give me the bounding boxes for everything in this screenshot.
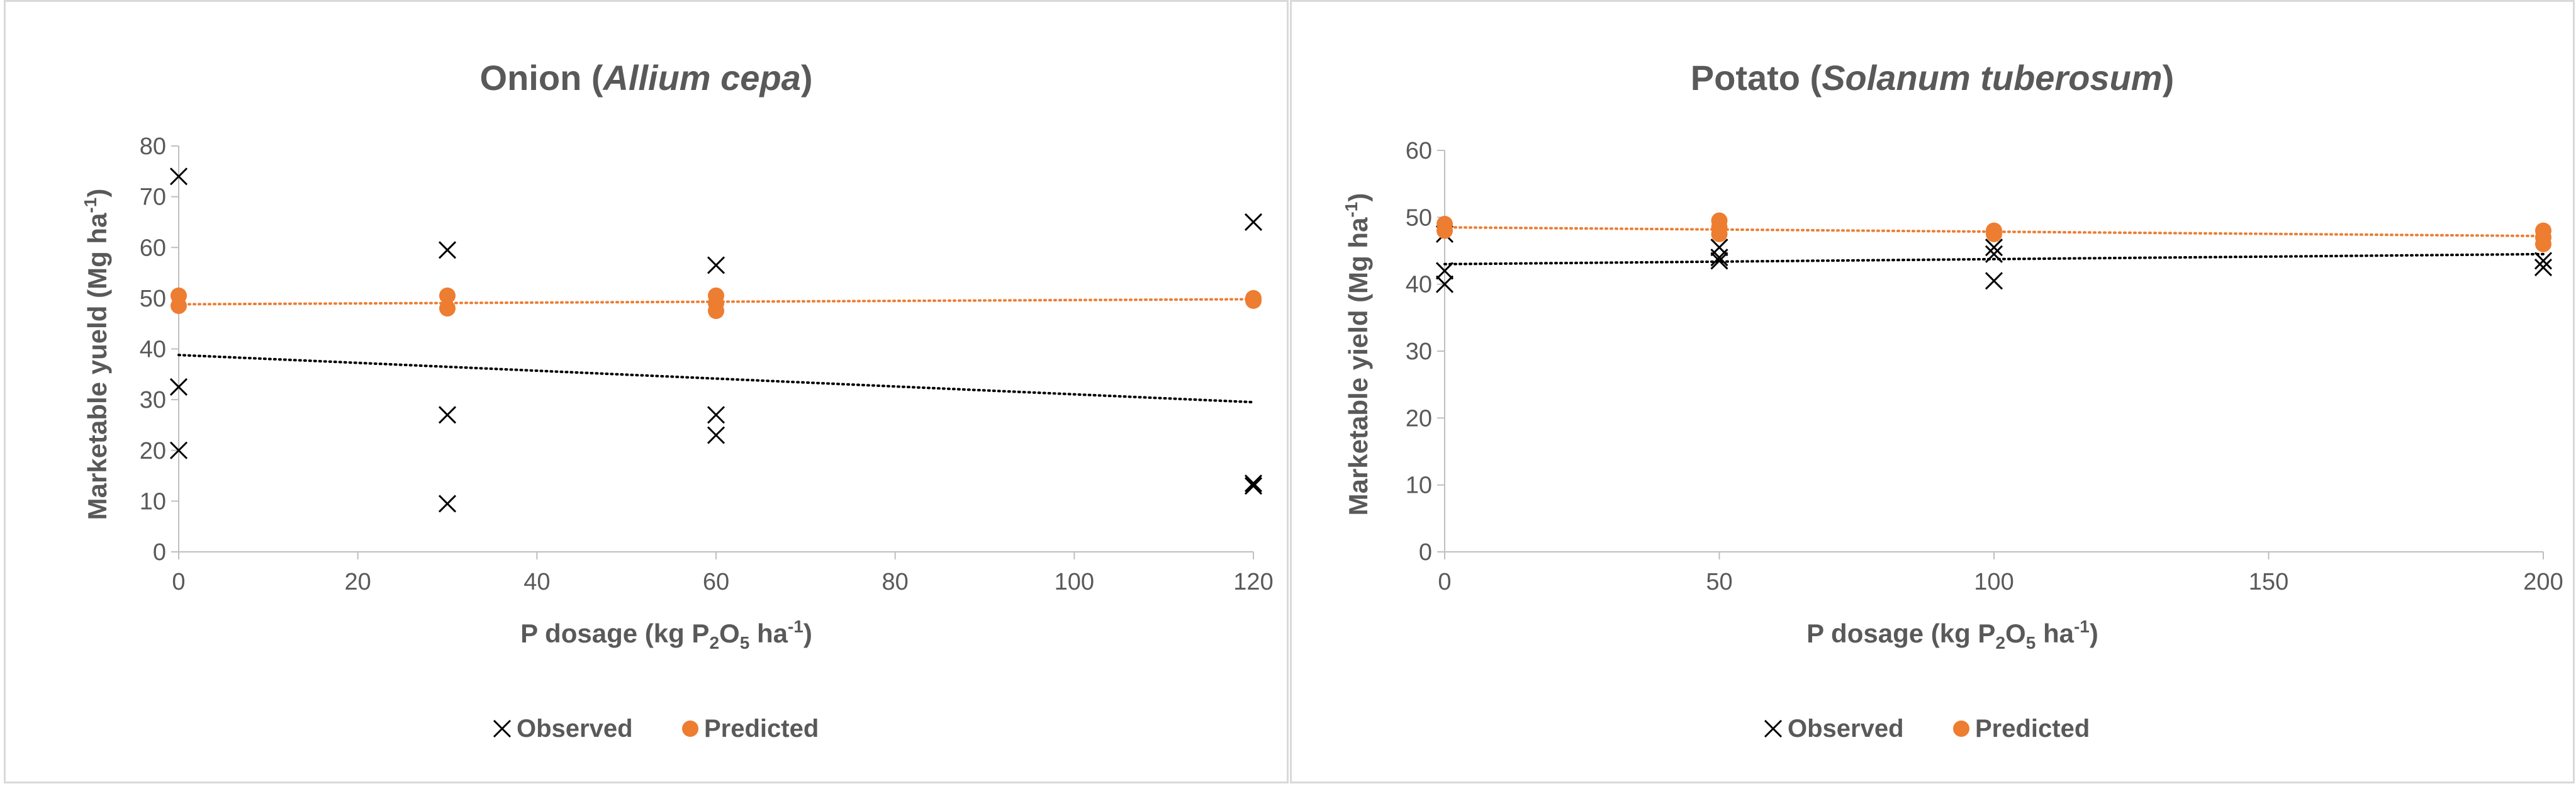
x-tick-label: 50 (1706, 569, 1732, 595)
predicted-point (1436, 222, 1453, 239)
y-tick-label: 30 (1406, 339, 1432, 365)
legend-predicted-label: Predicted (1975, 715, 2090, 743)
x-tick-label: 0 (1438, 569, 1451, 595)
x-axis-label: P dosage (kg P2O5 ha-1) (1806, 617, 2098, 653)
y-tick-label: 0 (153, 539, 166, 566)
y-tick-label: 40 (1406, 272, 1432, 298)
legend-observed-marker (493, 719, 512, 738)
x-tick-label: 120 (1233, 569, 1273, 595)
predicted-point (708, 303, 724, 320)
legend: Observed Predicted (493, 715, 819, 743)
x-axis-label: P dosage (kg P2O5 ha-1) (520, 617, 812, 653)
y-tick-label: 60 (140, 235, 166, 261)
observed-point (1985, 272, 2003, 290)
x-tick-label: 40 (524, 569, 550, 595)
observed-point (707, 426, 725, 444)
x-tick-label: 150 (2249, 569, 2288, 595)
predicted-point (439, 300, 456, 317)
potato-chart-panel: Potato (Solanum tuberosum) P dosage (kg … (1290, 0, 2575, 783)
y-tick-label: 80 (140, 133, 166, 160)
observed-point (1710, 252, 1728, 270)
onion-chart-panel: Onion (Allium cepa) P dosage (kg P2O5 ha… (4, 0, 1289, 783)
chart-title: Potato (Solanum tuberosum) (1691, 58, 2174, 98)
observed-point (1244, 213, 1263, 231)
observed-point (1985, 238, 2003, 257)
legend-observed-label: Observed (1788, 715, 1904, 743)
y-tick-label: 20 (1406, 405, 1432, 432)
y-tick-label: 60 (1406, 138, 1432, 164)
y-axis-label: Marketable yield (Mg ha-1) (1341, 193, 1373, 516)
x-tick-label: 20 (345, 569, 371, 595)
legend: Observed Predicted (1764, 715, 2090, 743)
x-tick-label: 100 (1055, 569, 1094, 595)
y-tick-label: 20 (140, 438, 166, 464)
onion-chart: Onion (Allium cepa) P dosage (kg P2O5 ha… (81, 58, 1274, 743)
y-tick-label: 0 (1419, 539, 1432, 566)
legend-predicted-marker (1953, 720, 1969, 737)
chart-title: Onion (Allium cepa) (480, 58, 813, 98)
x-tick-label: 0 (172, 569, 185, 595)
predicted-point (439, 287, 456, 304)
legend-predicted-label: Predicted (704, 715, 819, 743)
observed-point (169, 167, 188, 186)
observed-point (707, 406, 725, 424)
observed-point (2534, 259, 2553, 277)
predicted-point (171, 297, 187, 314)
y-axis-label: Marketable yueld (Mg ha-1) (81, 189, 112, 520)
observed-point (169, 441, 188, 459)
y-tick-label: 70 (140, 184, 166, 211)
observed-trendline (177, 354, 1255, 404)
predicted-point (1711, 225, 1728, 242)
observed-trendline (1443, 252, 2545, 266)
observed-point (1244, 477, 1263, 495)
legend-predicted-marker (682, 720, 698, 737)
observed-point (169, 378, 188, 396)
observed-point (438, 495, 457, 513)
y-tick-label: 50 (1406, 205, 1432, 231)
x-tick-label: 80 (882, 569, 909, 595)
observed-point (1244, 474, 1263, 493)
legend-observed-label: Observed (517, 715, 633, 743)
x-tick-label: 100 (1974, 569, 2013, 595)
y-tick-label: 10 (1406, 473, 1432, 499)
predicted-point (1986, 225, 2002, 242)
observed-point (1435, 262, 1454, 280)
predicted-point (2535, 235, 2551, 252)
observed-point (1710, 249, 1728, 267)
y-tick-label: 50 (140, 286, 166, 312)
x-tick-label: 60 (703, 569, 729, 595)
observed-point (1435, 275, 1454, 293)
y-tick-label: 30 (140, 387, 166, 413)
observed-point (438, 241, 457, 259)
predicted-point (1245, 292, 1262, 309)
y-tick-label: 40 (140, 337, 166, 363)
observed-point (707, 256, 725, 274)
y-tick-label: 10 (140, 488, 166, 515)
observed-point (2534, 252, 2553, 270)
observed-point (1985, 245, 2003, 263)
potato-chart: Potato (Solanum tuberosum) P dosage (kg … (1341, 58, 2563, 743)
observed-point (438, 406, 457, 424)
x-tick-label: 200 (2523, 569, 2563, 595)
legend-observed-marker (1764, 719, 1783, 738)
